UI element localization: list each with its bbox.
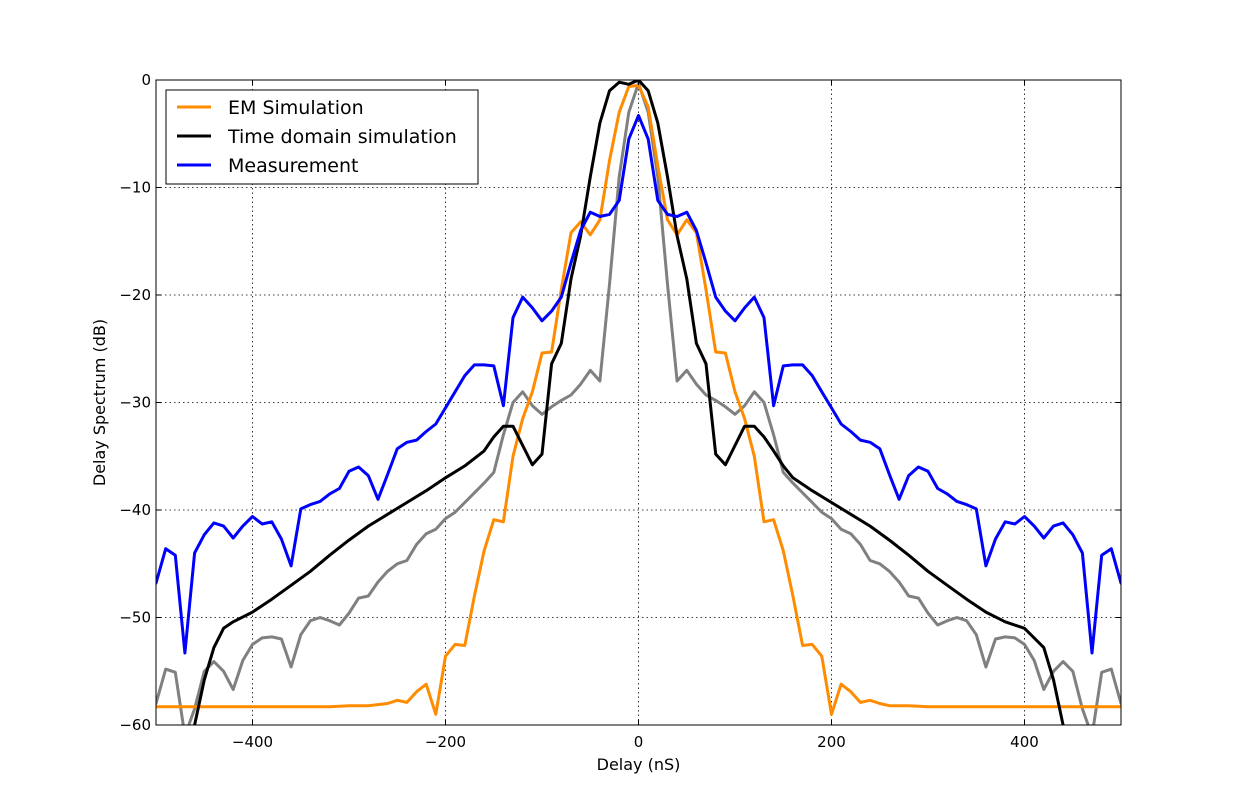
series-line-em-simulation <box>156 83 1121 716</box>
y-tick-label: −20 <box>119 286 151 304</box>
legend-label: Time domain simulation <box>227 126 457 148</box>
legend-label: EM Simulation <box>228 97 364 119</box>
ticks: −400 −200 0 200 400 0 −10 −20 −30 −40 −50 −60 <box>119 71 1121 751</box>
y-tick-label: −60 <box>119 716 151 734</box>
x-tick-label: 0 <box>634 733 644 751</box>
x-axis-title: Delay (nS) <box>597 755 681 774</box>
legend-box <box>165 89 479 185</box>
y-tick-label: −30 <box>119 394 151 412</box>
series-line-measurement <box>156 114 1121 655</box>
x-tick-label: −400 <box>232 733 273 751</box>
y-tick-label: −50 <box>119 609 151 627</box>
y-tick-label: 0 <box>141 71 151 89</box>
x-tick-label: 400 <box>1010 733 1039 751</box>
y-tick-label: −10 <box>119 179 151 197</box>
legend: EM Simulation Time domain simulation Measu… <box>165 89 479 185</box>
y-tick-label: −40 <box>119 501 151 519</box>
series-line-time-domain-simulation <box>192 80 1066 725</box>
y-axis-title: Delay Spectrum (dB) <box>90 319 109 486</box>
legend-label: Measurement <box>228 155 358 177</box>
grid <box>156 80 1121 725</box>
x-tick-label: 200 <box>817 733 846 751</box>
x-tick-label: −200 <box>425 733 466 751</box>
series-group <box>156 80 1121 725</box>
